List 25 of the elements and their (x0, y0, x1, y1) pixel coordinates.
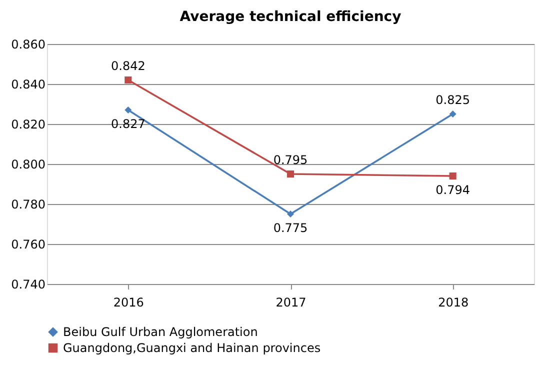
legend-label: Beibu Gulf Urban Agglomeration (63, 325, 258, 339)
x-tick-label: 2018 (438, 296, 469, 310)
chart-title: Average technical efficiency (180, 9, 402, 25)
point (449, 172, 456, 180)
point (286, 210, 294, 218)
data-label: 0.795 (273, 153, 308, 167)
y-tick-label: 0.800 (11, 158, 46, 172)
y-tick-label: 0.840 (11, 78, 46, 92)
data-label: 0.825 (436, 93, 470, 107)
point (124, 76, 132, 84)
data-label: 0.794 (436, 183, 470, 197)
y-tick-label: 0.780 (11, 198, 46, 212)
y-tick-label: 0.740 (11, 278, 46, 292)
point (124, 106, 132, 114)
y-tick-label: 0.860 (11, 38, 46, 52)
x-tick-label: 2016 (113, 296, 144, 310)
point (449, 110, 456, 118)
data-label: 0.842 (110, 59, 146, 73)
y-tick-label: 0.820 (11, 118, 46, 132)
x-tick-label: 2017 (276, 296, 306, 310)
legend-label: Guangdong,Guangxi and Hainan provinces (63, 341, 321, 355)
data-label: 0.827 (110, 117, 146, 131)
data-label: 0.775 (273, 221, 308, 235)
point (286, 170, 294, 178)
y-tick-label: 0.760 (11, 238, 46, 252)
